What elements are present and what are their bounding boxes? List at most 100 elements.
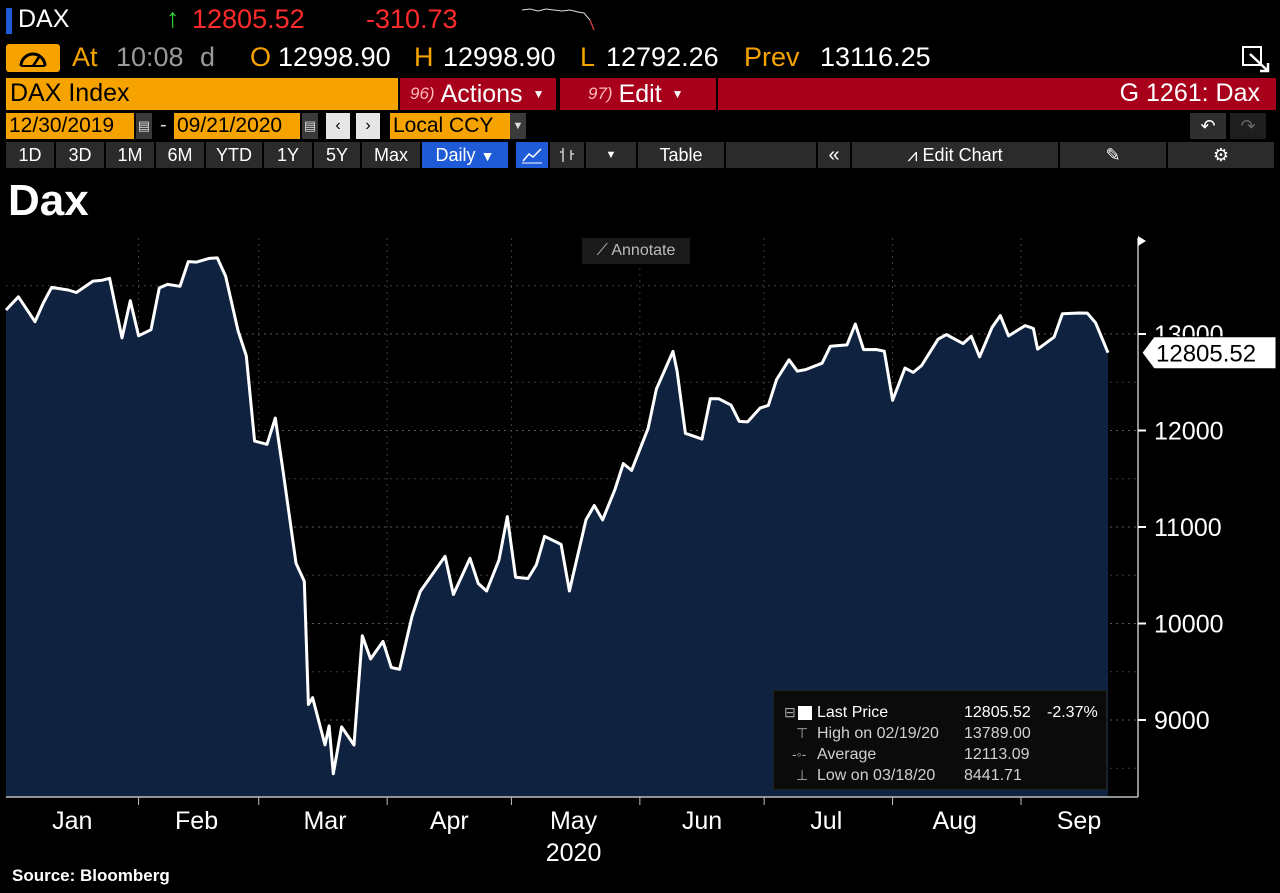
ticker-symbol[interactable]: DAX (18, 5, 70, 33)
candlestick-icon[interactable] (550, 142, 584, 168)
y-tick-label: 10000 (1154, 611, 1224, 639)
caret-down-icon: ▼ (480, 148, 495, 164)
series-swatch (798, 706, 812, 720)
legend-low-label: Low on 03/18/20 (817, 767, 936, 784)
calendar-icon[interactable]: ▤ (136, 113, 152, 139)
collapse-box-icon[interactable]: ⊟ (784, 704, 796, 720)
function-label: G 1261: Dax (1119, 79, 1260, 107)
period-max-button[interactable]: Max (362, 142, 420, 168)
legend-row-average: -◦- Average 12113.09 (774, 744, 1108, 765)
period-1y-button[interactable]: 1Y (264, 142, 312, 168)
period-1m-button[interactable]: 1M (106, 142, 154, 168)
price-area (6, 257, 1108, 797)
previous-button[interactable]: ‹ (326, 113, 350, 139)
legend-last-value: 12805.52 (964, 704, 1031, 721)
legend[interactable]: ⊟ Last Price 12805.52 -2.37% ⊤ High on 0… (773, 690, 1107, 790)
net-change: -310.73 (366, 4, 458, 34)
edit-chart-button[interactable]: ⩘ Edit Chart (852, 142, 1058, 168)
edit-shortcut: 97) (588, 84, 613, 103)
edit-menu-button[interactable]: 97) Edit ▼ (560, 78, 716, 110)
x-tick-label: Jul (810, 807, 842, 835)
start-date-field[interactable]: 12/30/2019 (6, 113, 134, 139)
low-label: L (580, 42, 596, 72)
legend-row-low: ⊥ Low on 03/18/20 8441.71 (774, 765, 1108, 786)
last-price-flag: 12805.52 (1141, 336, 1277, 370)
chart-title: Dax (8, 176, 89, 225)
currency-select[interactable]: Local CCY (390, 113, 510, 139)
axis-end-arrow-icon (1138, 236, 1146, 246)
next-button[interactable]: › (356, 113, 380, 139)
caret-down-icon[interactable]: ▼ (510, 113, 526, 139)
x-tick-label: Sep (1057, 807, 1101, 835)
edit-label: Edit (618, 79, 662, 108)
high-label: H (414, 42, 434, 72)
open-label: O (250, 42, 272, 72)
edit-chart-icon: ⩘ (907, 145, 923, 165)
security-field[interactable]: DAX Index (6, 78, 398, 110)
period-5y-button[interactable]: 5Y (314, 142, 360, 168)
grid-vertical (138, 238, 1022, 805)
period-3d-button[interactable]: 3D (56, 142, 104, 168)
end-date-field[interactable]: 09/21/2020 (174, 113, 300, 139)
legend-low-value: 8441.71 (964, 767, 1022, 784)
period-1d-button[interactable]: 1D (6, 142, 54, 168)
redo-button[interactable]: ↷ (1230, 113, 1266, 139)
legend-last-pct: -2.37% (1047, 704, 1098, 721)
calendar-icon[interactable]: ▤ (302, 113, 318, 139)
y-tick-label: 12000 (1154, 418, 1224, 446)
period-6m-button[interactable]: 6M (156, 142, 204, 168)
quote-details: At 10:08 d O 12998.90 H 12998.90 L 12792… (0, 40, 1280, 76)
date-controls: 12/30/2019 ▤ - 09/21/2020 ▤ ‹ › Local CC… (0, 112, 1280, 140)
x-tick-label: Jun (682, 807, 722, 835)
sparkline-icon (521, 8, 595, 31)
annotate-button[interactable]: ⟋ Annotate (582, 238, 690, 264)
low-value: 12792.26 (606, 42, 719, 72)
gauge-icon[interactable] (6, 44, 60, 72)
time-flag: d (200, 42, 216, 72)
actions-menu-button[interactable]: 96) Actions ▼ (400, 78, 556, 110)
line-chart-icon[interactable] (516, 142, 548, 168)
frequency-label: Daily (435, 145, 476, 165)
y-tick-label: 11000 (1154, 514, 1222, 542)
x-tick-label: Apr (430, 807, 469, 835)
menu-bar: DAX Index 96) Actions ▼ 97) Edit ▼ G 126… (0, 78, 1280, 110)
chart-type-dropdown[interactable]: ▼ (586, 142, 636, 168)
annotate-label: Annotate (611, 242, 676, 259)
legend-high-value: 13789.00 (964, 725, 1031, 742)
draw-icon[interactable]: ✎ (1060, 142, 1166, 168)
table-button[interactable]: Table (638, 142, 724, 168)
collapse-icon[interactable]: « (818, 142, 850, 168)
quote-time: 10:08 (116, 42, 184, 72)
caret-down-icon: ▼ (671, 87, 684, 101)
exit-icon[interactable] (1240, 44, 1274, 74)
date-separator: - (160, 114, 167, 136)
time-label: At (72, 42, 98, 72)
up-arrow-icon: ↑ (166, 3, 180, 33)
x-tick-label: Feb (175, 807, 218, 835)
legend-average-label: Average (817, 746, 877, 763)
y-tick-label: 9000 (1154, 707, 1210, 735)
last-price: 12805.52 (192, 4, 305, 34)
low-marker-icon: ⊥ (796, 767, 809, 783)
legend-average-value: 12113.09 (964, 746, 1030, 763)
high-value: 12998.90 (443, 42, 556, 72)
prev-label: Prev (744, 42, 800, 72)
last-price-label: 12805.52 (1156, 341, 1256, 368)
period-ytd-button[interactable]: YTD (206, 142, 262, 168)
x-tick-label: Jan (52, 807, 92, 835)
function-bar: G 1261: Dax (718, 78, 1276, 110)
legend-row-last: ⊟ Last Price 12805.52 -2.37% (774, 702, 1108, 723)
x-tick-label: Mar (303, 807, 346, 835)
x-axis-ticks: Jan Feb Mar Apr May Jun Jul Aug Sep 2020 (52, 807, 1101, 862)
x-year-label: 2020 (546, 839, 602, 862)
high-marker-icon: ⊤ (796, 725, 809, 741)
legend-high-label: High on 02/19/20 (817, 725, 939, 742)
price-line (4, 256, 1110, 776)
frequency-select[interactable]: Daily ▼ (422, 142, 508, 168)
x-tick-label: Aug (932, 807, 976, 835)
settings-gear-icon[interactable]: ⚙ (1168, 142, 1274, 168)
actions-label: Actions (440, 79, 523, 108)
undo-button[interactable]: ↶ (1190, 113, 1226, 139)
